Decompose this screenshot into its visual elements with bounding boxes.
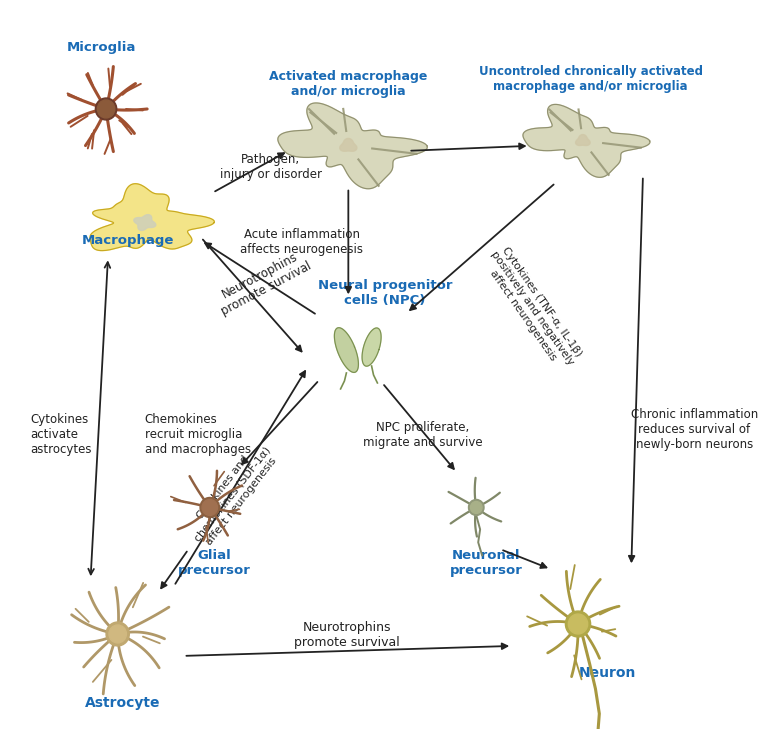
Text: Chemokines
recruit microglia
and macrophages: Chemokines recruit microglia and macroph…	[145, 413, 251, 456]
Text: Neuronal
precursor: Neuronal precursor	[450, 549, 522, 577]
Text: Microglia: Microglia	[66, 41, 136, 54]
Circle shape	[97, 100, 115, 118]
Circle shape	[202, 499, 217, 515]
Text: Cytokines (TNF-α, IL-1β)
positively and negatively
affect neurogenesis: Cytokines (TNF-α, IL-1β) positively and …	[480, 243, 585, 374]
Polygon shape	[334, 328, 358, 372]
Circle shape	[106, 622, 129, 646]
Polygon shape	[362, 328, 381, 366]
Text: Activated macrophage
and/or microglia: Activated macrophage and/or microglia	[270, 70, 427, 98]
Polygon shape	[340, 139, 357, 151]
Polygon shape	[90, 184, 214, 250]
Text: Cytokines and
chemokines (SDF-1α)
affect neurogenesis: Cytokines and chemokines (SDF-1α) affect…	[183, 438, 281, 551]
Polygon shape	[576, 134, 590, 145]
Circle shape	[468, 499, 484, 515]
Circle shape	[568, 614, 588, 634]
Text: Neuron: Neuron	[578, 666, 636, 680]
Circle shape	[95, 98, 117, 120]
Text: Astrocyte: Astrocyte	[85, 696, 160, 710]
Text: Acute inflammation
affects neurogenesis: Acute inflammation affects neurogenesis	[240, 228, 363, 256]
Text: Pathogen,
injury or disorder: Pathogen, injury or disorder	[219, 153, 322, 181]
Text: Macrophage: Macrophage	[82, 234, 174, 247]
Text: Neural progenitor
cells (NPC): Neural progenitor cells (NPC)	[318, 279, 453, 307]
Text: Neurotrophins
promote survival: Neurotrophins promote survival	[213, 247, 314, 318]
Text: Neurotrophins
promote survival: Neurotrophins promote survival	[294, 621, 400, 649]
Text: Uncontroled chronically activated
macrophage and/or microglia: Uncontroled chronically activated macrop…	[479, 65, 702, 93]
Polygon shape	[278, 103, 427, 189]
Text: NPC proliferate,
migrate and survive: NPC proliferate, migrate and survive	[363, 420, 483, 449]
Polygon shape	[523, 104, 650, 177]
Text: Glial
precursor: Glial precursor	[178, 549, 251, 577]
Text: Cytokines
activate
astrocytes: Cytokines activate astrocytes	[31, 413, 92, 456]
Circle shape	[109, 625, 126, 643]
Polygon shape	[134, 215, 156, 231]
Text: Chronic inflammation
reduces survival of
newly-born neurons: Chronic inflammation reduces survival of…	[631, 408, 758, 451]
Circle shape	[565, 611, 591, 637]
Circle shape	[470, 502, 482, 513]
Circle shape	[200, 497, 219, 518]
